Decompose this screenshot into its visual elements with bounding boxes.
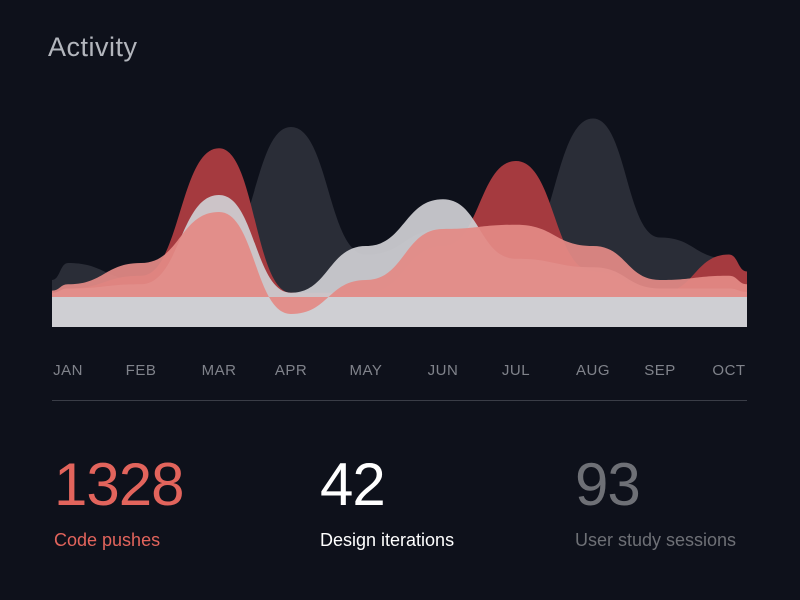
page-title: Activity <box>48 32 138 62</box>
stat-label: Code pushes <box>54 530 161 550</box>
month-label-feb: FEB <box>125 362 157 379</box>
series-area-4 <box>52 212 747 314</box>
stat-code-pushes: 1328 Code pushes <box>54 451 184 551</box>
stat-user-study-sessions: 93 User study sessions <box>575 452 736 551</box>
base-band <box>52 297 747 327</box>
month-label-may: MAY <box>349 362 383 379</box>
month-label-apr: APR <box>274 362 308 379</box>
stat-design-iterations: 42 Design iterations <box>320 452 454 551</box>
stat-label: User study sessions <box>575 530 737 550</box>
month-label-mar: MAR <box>201 362 237 379</box>
stat-value: 93 <box>575 451 641 518</box>
stat-value: 42 <box>320 451 386 518</box>
month-label-jul: JUL <box>501 362 531 379</box>
month-label-aug: AUG <box>575 362 611 379</box>
month-axis: JAN FEB MAR APR MAY JUN JUL AUG SEP OCT <box>0 362 800 382</box>
month-label-jun: JUN <box>427 362 459 379</box>
stat-label: Design iterations <box>320 530 455 550</box>
stat-value: 1328 <box>54 451 184 518</box>
divider <box>52 400 747 401</box>
activity-chart <box>52 118 747 327</box>
month-label-jan: JAN <box>53 362 83 379</box>
month-label-oct: OCT <box>712 362 746 379</box>
month-label-sep: SEP <box>644 362 676 379</box>
